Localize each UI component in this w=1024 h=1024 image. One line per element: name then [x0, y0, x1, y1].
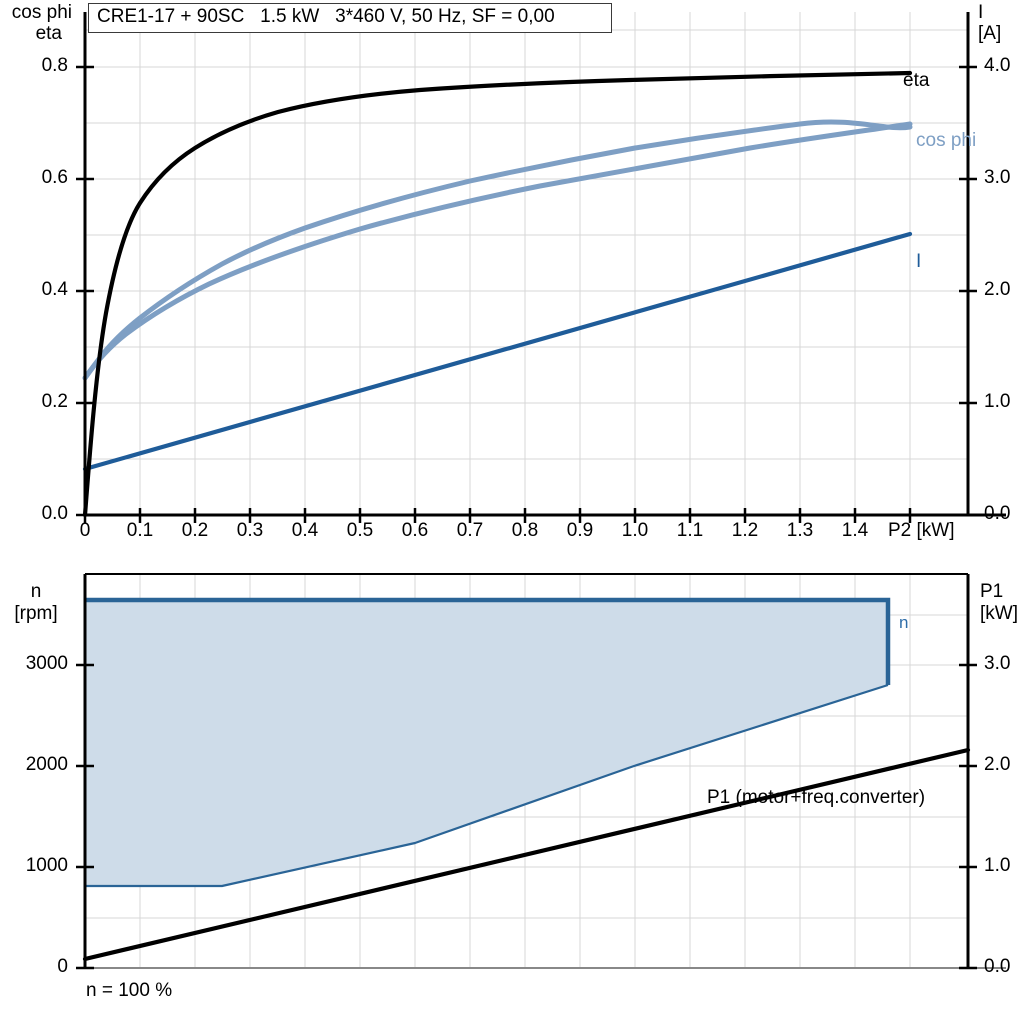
top-x-tick-1: 0.1 — [126, 520, 154, 541]
bottom-left-axis-label-1: n — [30, 581, 42, 602]
top-right-tick-2: 2.0 — [984, 279, 1011, 300]
speed-band-area — [85, 600, 888, 886]
top-x-tick-2: 0.2 — [181, 520, 209, 541]
top-x-tick-4: 0.4 — [291, 520, 319, 541]
bottom-left-tick-2: 2000 — [25, 754, 68, 775]
top-x-tick-10: 1.0 — [621, 520, 649, 541]
bottom-right-tick-1: 1.0 — [984, 855, 1011, 876]
speed-percentage-note: n = 100 % — [86, 980, 173, 1001]
top-left-axis-label-2: eta — [35, 23, 62, 44]
bottom-left-tick-0: 0 — [57, 956, 68, 977]
cos-phi-curve-main — [82, 121, 913, 381]
top-left-tick-1: 0.2 — [41, 391, 68, 412]
top-x-tick-7: 0.7 — [456, 520, 484, 541]
bottom-right-tick-2: 2.0 — [984, 754, 1011, 775]
top-x-tick-6: 0.6 — [401, 520, 429, 541]
bottom-left-ticks — [76, 663, 94, 970]
top-right-ticks — [959, 65, 977, 517]
top-left-axis-label-1: cos phi — [11, 2, 72, 23]
top-right-tick-0: 0.0 — [984, 503, 1011, 524]
top-right-axis-label-2: [A] — [978, 23, 1002, 44]
top-x-axis-title: P2 [kW] — [888, 520, 955, 541]
top-right-axis-label-1: I — [978, 2, 984, 23]
bottom-right-tick-0: 0.0 — [984, 956, 1011, 977]
current-curve — [82, 231, 913, 472]
bottom-left-axis-label-2: [rpm] — [14, 603, 58, 624]
speed-band-lower-boundary — [85, 683, 889, 888]
top-left-tick-0: 0.0 — [41, 503, 68, 524]
top-x-tick-11: 1.1 — [676, 520, 704, 541]
bottom-right-axis-label-2: [kW] — [980, 603, 1018, 624]
bottom-left-tick-3: 3000 — [25, 653, 68, 674]
eta-series-label: eta — [903, 70, 930, 91]
top-right-tick-4: 4.0 — [984, 55, 1011, 76]
top-x-tick-13: 1.3 — [786, 520, 814, 541]
bottom-right-ticks — [959, 663, 977, 970]
top-x-tick-8: 0.8 — [511, 520, 539, 541]
top-left-tick-2: 0.4 — [41, 279, 68, 300]
bottom-chart-canvas — [76, 573, 1006, 970]
bottom-right-tick-3: 3.0 — [984, 653, 1011, 674]
top-x-tick-9: 0.9 — [566, 520, 594, 541]
top-x-tick-5: 0.5 — [346, 520, 374, 541]
top-x-tick-12: 1.2 — [731, 520, 759, 541]
top-grid — [85, 12, 968, 515]
cos-phi-series-label: cos phi — [916, 130, 977, 151]
speed-band-upper-boundary — [85, 597, 891, 685]
top-right-tick-1: 1.0 — [984, 391, 1011, 412]
eta-curve — [82, 70, 913, 518]
p1-series-label: P1 (motor+freq.converter) — [707, 787, 926, 808]
bottom-right-axis-label-1: P1 — [980, 581, 1004, 602]
top-right-tick-3: 3.0 — [984, 167, 1011, 188]
cos-phi-curve — [82, 119, 913, 381]
top-left-tick-4: 0.8 — [41, 55, 68, 76]
current-series-label: I — [916, 251, 922, 272]
p1-line — [82, 747, 971, 962]
top-x-tick-0: 0 — [79, 520, 91, 541]
bottom-left-tick-1: 1000 — [25, 855, 68, 876]
chart-title-box: CRE1-17 + 90SC 1.5 kW 3*460 V, 50 Hz, SF… — [88, 3, 612, 33]
top-chart-canvas — [76, 12, 1006, 523]
top-left-tick-3: 0.6 — [41, 167, 68, 188]
bottom-chart: n [rpm] P1 [kW] 0 1000 2000 3000 0.0 1.0… — [0, 556, 1024, 1024]
top-x-ticks — [83, 508, 912, 523]
top-x-tick-3: 0.3 — [236, 520, 264, 541]
top-x-tick-14: 1.4 — [841, 520, 869, 541]
speed-series-label: n — [899, 613, 909, 632]
